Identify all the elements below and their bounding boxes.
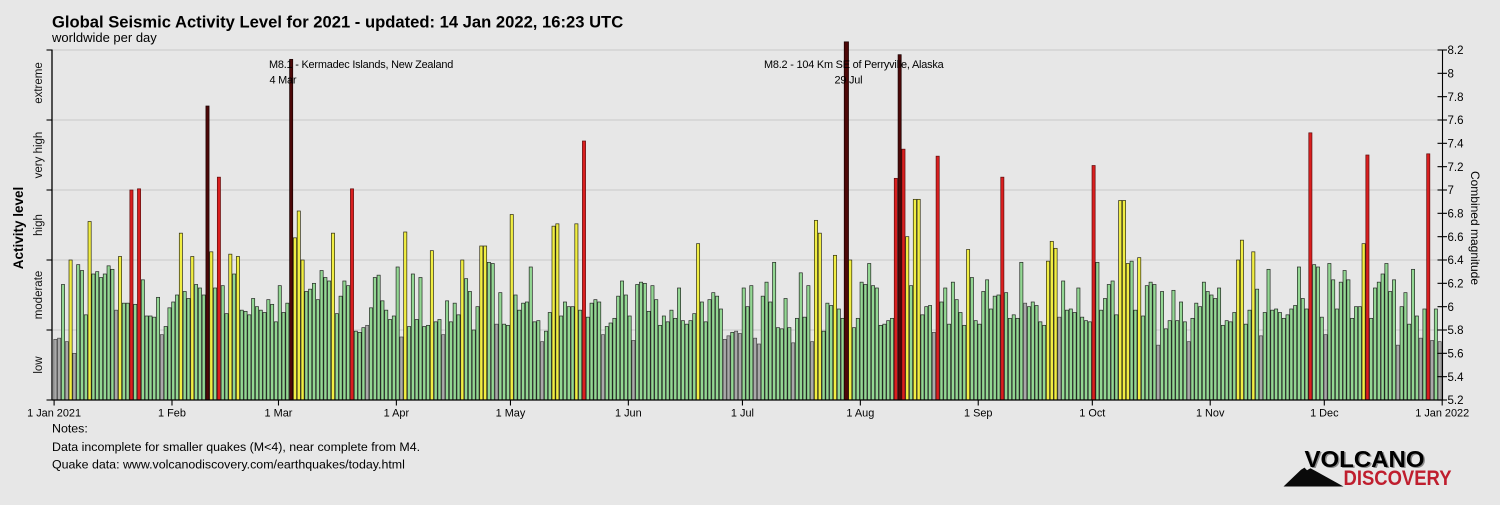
svg-text:moderate: moderate (33, 271, 45, 320)
svg-text:5.4: 5.4 (1448, 372, 1465, 384)
svg-text:1 Oct: 1 Oct (1079, 408, 1105, 420)
svg-text:1 Jan 2022: 1 Jan 2022 (1415, 408, 1469, 420)
svg-text:M8.1 - Kermadec Islands, New Z: M8.1 - Kermadec Islands, New Zealand (269, 59, 453, 71)
svg-text:Quake data: www.volcanodiscove: Quake data: www.volcanodiscovery.com/ear… (52, 458, 405, 472)
svg-text:6.8: 6.8 (1448, 209, 1464, 221)
svg-text:1 Aug: 1 Aug (846, 408, 874, 420)
svg-text:1 Dec: 1 Dec (1310, 408, 1339, 420)
svg-text:29 Jul: 29 Jul (835, 75, 863, 87)
svg-text:6.4: 6.4 (1448, 255, 1465, 267)
svg-text:5.2: 5.2 (1448, 395, 1464, 407)
svg-text:Notes:: Notes: (52, 422, 88, 436)
svg-text:Activity level: Activity level (11, 187, 26, 270)
svg-text:VOLCANO: VOLCANO (1305, 446, 1425, 472)
svg-text:6.6: 6.6 (1448, 232, 1464, 244)
svg-text:7: 7 (1448, 185, 1454, 197)
svg-text:Data incomplete for smaller qu: Data incomplete for smaller quakes (M<4)… (52, 440, 420, 454)
svg-text:1 Jan 2021: 1 Jan 2021 (27, 408, 81, 420)
svg-text:1 Apr: 1 Apr (384, 408, 410, 420)
svg-text:1 Sep: 1 Sep (964, 408, 992, 420)
svg-text:7.4: 7.4 (1448, 139, 1465, 151)
svg-text:Global Seismic Activity Level: Global Seismic Activity Level for 2021 -… (52, 13, 623, 32)
svg-text:1 Nov: 1 Nov (1196, 408, 1225, 420)
svg-text:4 Mar: 4 Mar (270, 75, 297, 87)
svg-text:1 Jul: 1 Jul (731, 408, 754, 420)
svg-text:extreme: extreme (33, 62, 45, 104)
svg-text:Combined magnitude: Combined magnitude (1468, 171, 1482, 285)
svg-text:5.6: 5.6 (1448, 349, 1464, 361)
svg-text:8.2: 8.2 (1448, 45, 1464, 57)
svg-text:low: low (33, 356, 45, 374)
svg-text:very high: very high (33, 132, 45, 179)
svg-text:6.2: 6.2 (1448, 279, 1464, 291)
svg-text:7.2: 7.2 (1448, 162, 1464, 174)
svg-text:7.8: 7.8 (1448, 92, 1464, 104)
svg-text:VOLCANO: VOLCANO (1306, 447, 1426, 473)
svg-text:6: 6 (1448, 302, 1454, 314)
svg-text:DISCOVERY: DISCOVERY (1344, 466, 1452, 490)
svg-text:8: 8 (1448, 69, 1454, 81)
svg-text:7.6: 7.6 (1448, 115, 1464, 127)
svg-text:high: high (33, 214, 45, 236)
svg-text:1 May: 1 May (496, 408, 526, 420)
svg-text:worldwide per day: worldwide per day (51, 30, 157, 45)
svg-text:1 Feb: 1 Feb (158, 408, 186, 420)
svg-text:M8.2 - 104 Km SE of Perryville: M8.2 - 104 Km SE of Perryville, Alaska (764, 59, 945, 71)
svg-text:1 Jun: 1 Jun (615, 408, 642, 420)
svg-text:5.8: 5.8 (1448, 325, 1464, 337)
svg-text:1 Mar: 1 Mar (265, 408, 293, 420)
